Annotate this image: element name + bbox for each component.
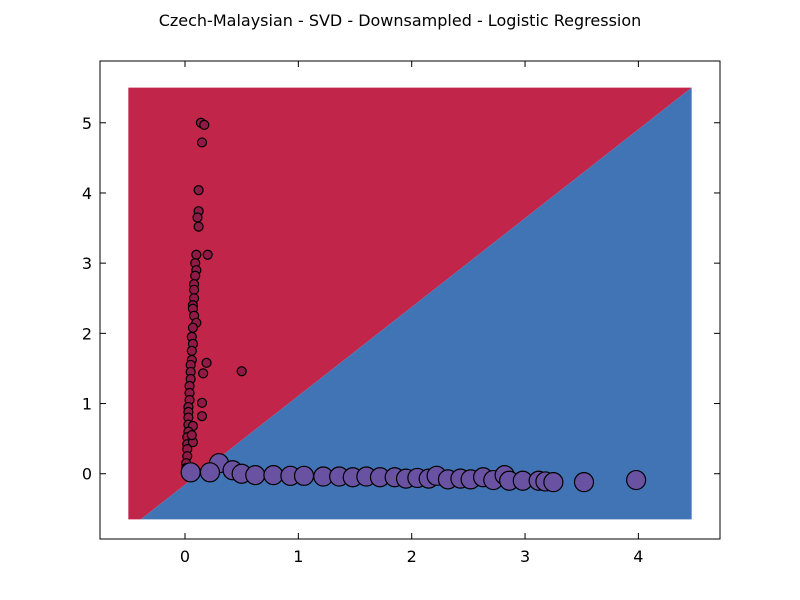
series-1-point-2 — [199, 119, 210, 130]
series-1-point-4 — [193, 185, 204, 196]
series-1-point-3 — [196, 137, 208, 148]
series-1-point-34 — [196, 397, 208, 408]
series-2-point-30 — [543, 472, 564, 493]
y-tick-label-2: 2 — [82, 324, 92, 343]
decision-region-upper — [128, 87, 692, 520]
series-1-point-7 — [193, 221, 204, 232]
series-2-point-32 — [626, 469, 647, 491]
series-1-point-28 — [198, 368, 209, 379]
series-1-point-6 — [192, 212, 203, 223]
chart-title: Czech-Malaysian - SVD - Downsampled - Lo… — [159, 11, 642, 30]
series-2-point-3 — [199, 462, 221, 483]
series-1-point-50 — [186, 430, 197, 441]
y-tick-label-1: 1 — [82, 395, 92, 414]
y-tick-label-5: 5 — [82, 114, 92, 133]
series-2-point-31 — [573, 472, 595, 493]
series-1-point-20 — [187, 322, 199, 333]
y-tick-label-0: 0 — [82, 465, 92, 484]
series-1-point-9 — [202, 249, 213, 260]
series-1-point-8 — [191, 249, 202, 260]
series-1-point-14 — [188, 284, 200, 295]
axes-frame — [99, 60, 721, 540]
series-1-point-37 — [196, 411, 208, 422]
series-2-point-9 — [293, 465, 315, 486]
series-2-point-7 — [263, 465, 284, 486]
series-1-point-23 — [186, 345, 197, 356]
series-2-point-1 — [180, 462, 201, 483]
series-2-point-6 — [245, 465, 266, 486]
y-tick-label-4: 4 — [82, 184, 92, 203]
series-1-point-26 — [201, 357, 212, 368]
y-tick-label-3: 3 — [82, 254, 92, 273]
x-tick-label-4: 4 — [633, 547, 643, 566]
x-tick-label-2: 2 — [407, 547, 417, 566]
plot-area: 0 1 2 3 4 0 1 2 3 4 5 — [82, 60, 721, 566]
series-1-point-12 — [190, 270, 201, 281]
x-tick-label-3: 3 — [520, 547, 530, 566]
decision-region-lower — [140, 87, 692, 520]
x-tick-label-0: 0 — [180, 547, 190, 566]
series-1-point-29 — [236, 366, 247, 377]
x-tick-label-1: 1 — [293, 547, 303, 566]
